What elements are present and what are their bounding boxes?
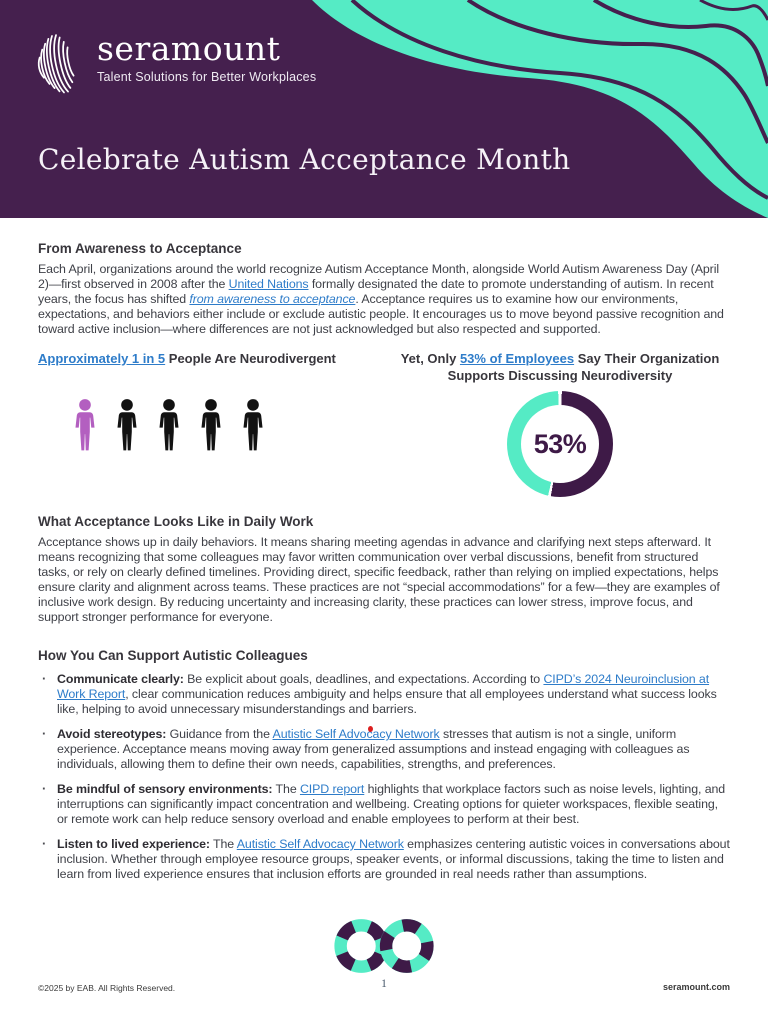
person-icon (117, 398, 137, 450)
paragraph-text: formally designated the date to promote … (38, 277, 714, 306)
asan-link[interactable]: Autistic Self Advocacy Network (236, 837, 404, 851)
one-in-five-link[interactable]: Approximately 1 in 5 (38, 351, 166, 366)
list-item: Listen to lived experience: The Autistic… (38, 836, 730, 882)
person-icon (243, 398, 263, 450)
section-heading-daily-work: What Acceptance Looks Like in Daily Work (38, 514, 314, 529)
header-banner: seramount Talent Solutions for Better Wo… (0, 0, 768, 218)
cipd-report-link[interactable]: CIPD’s 2024 Neuroinclusion at Work Repor… (57, 672, 710, 701)
seramount-wave-mark-icon (37, 34, 75, 94)
stat-right-heading: Yet, Only 53% of Employees Say Their Org… (400, 351, 720, 383)
list-item: Be mindful of sensory environments: The … (38, 781, 730, 827)
paragraph-text: Each April, organizations around the wor… (38, 262, 719, 291)
page-footer: ©2025 by EAB. All Rights Reserved. 1 ser… (0, 977, 768, 999)
united-nations-link[interactable]: United Nations (228, 277, 309, 291)
brand-logo: seramount Talent Solutions for Better Wo… (33, 31, 316, 97)
main-content: From Awareness to Acceptance Each April,… (0, 218, 768, 882)
person-icon (201, 398, 221, 450)
support-bullet-list: Communicate clearly: Be explicit about g… (38, 671, 730, 882)
puzzle-infinity-icon (322, 919, 446, 978)
pictogram-people (38, 395, 390, 456)
stat-discussing-neurodiversity: Yet, Only 53% of Employees Say Their Org… (390, 351, 730, 497)
cipd-report-link[interactable]: CIPD report (299, 782, 365, 796)
page-number: 1 (381, 978, 387, 990)
stats-row: Approximately 1 in 5 People Are Neurodiv… (38, 351, 730, 497)
brand-wordmark: seramount (97, 29, 281, 68)
copyright-text: ©2025 by EAB. All Rights Reserved. (38, 983, 176, 993)
site-url: seramount.com (662, 982, 730, 992)
person-icon (159, 398, 179, 450)
stat-left-heading: Approximately 1 in 5 People Are Neurodiv… (38, 351, 336, 366)
donut-chart: 53% (507, 391, 613, 497)
brand-tagline: Talent Solutions for Better Workplaces (97, 70, 317, 84)
person-icon-highlighted (75, 398, 95, 450)
list-item: Avoid stereotypes: Guidance from the Aut… (38, 726, 730, 772)
section-heading-support: How You Can Support Autistic Colleagues (38, 648, 308, 663)
awareness-to-acceptance-link[interactable]: from awareness to acceptance (189, 292, 356, 306)
paragraph-text: . Acceptance requires us to examine how … (38, 292, 724, 336)
section-heading-awareness: From Awareness to Acceptance (38, 241, 242, 256)
fifty-three-percent-link[interactable]: 53% of Employees (459, 351, 575, 366)
donut-center-label: 53% (533, 428, 587, 459)
stat-neurodivergent: Approximately 1 in 5 People Are Neurodiv… (38, 351, 390, 497)
awareness-paragraph: Each April, organizations around the wor… (38, 262, 730, 337)
red-annotation-dot (368, 726, 373, 732)
page-title: Celebrate Autism Acceptance Month (38, 143, 571, 176)
asan-link[interactable]: Autistic Self Advocacy Network (272, 727, 440, 741)
daily-work-paragraph: Acceptance shows up in daily behaviors. … (38, 535, 720, 624)
list-item: Communicate clearly: Be explicit about g… (38, 671, 730, 717)
header-wave-graphic (312, 0, 768, 218)
